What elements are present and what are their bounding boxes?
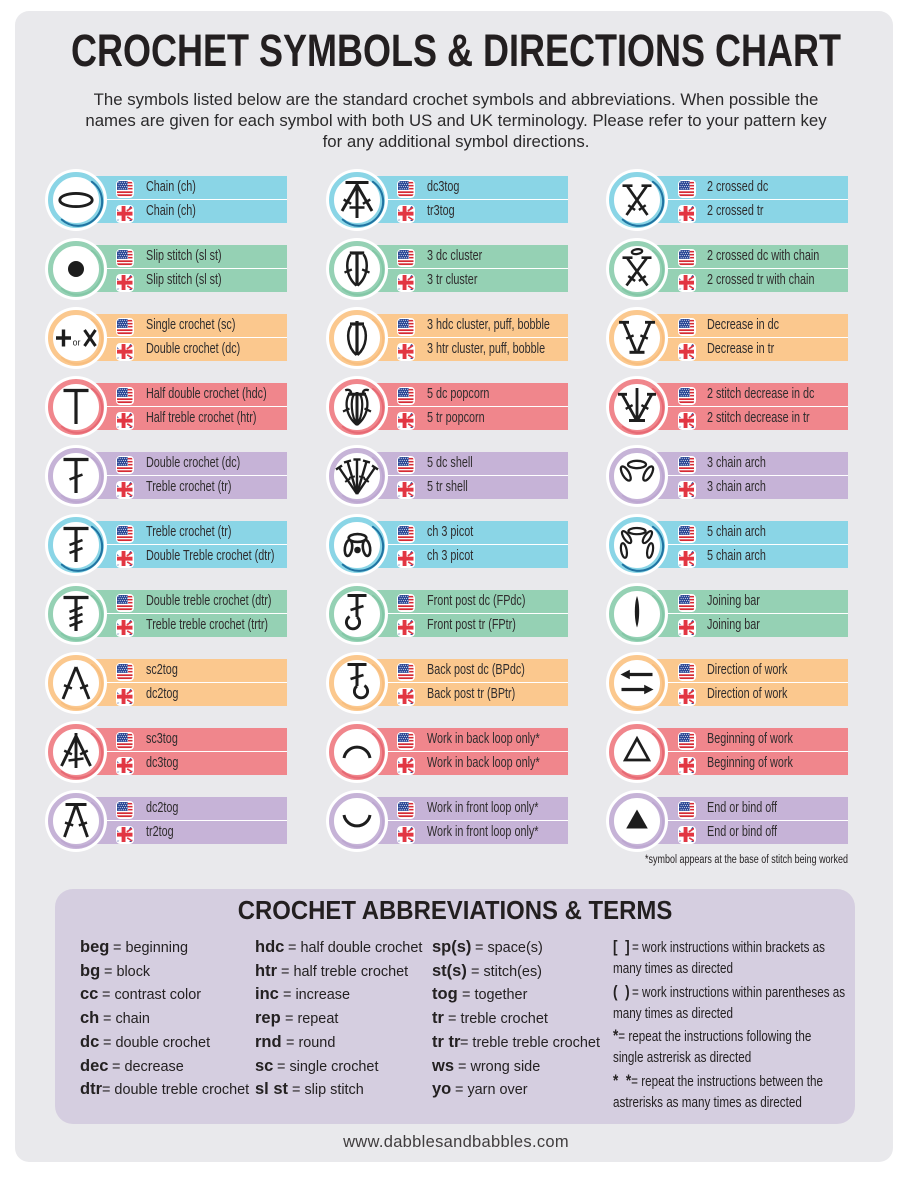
svg-text:or: or (72, 336, 80, 346)
